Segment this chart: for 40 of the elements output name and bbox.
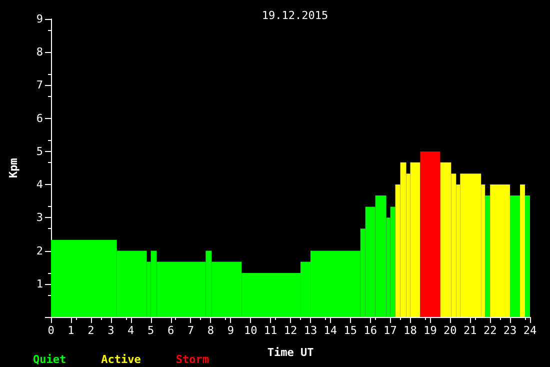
x-tick-label: 10 xyxy=(244,324,258,337)
y-tick-label: 6 xyxy=(36,112,43,125)
x-tick-label: 6 xyxy=(167,324,174,337)
x-tick-label: 3 xyxy=(108,324,114,337)
text: Quiet xyxy=(33,353,66,366)
y-tick-label: 8 xyxy=(36,46,43,59)
chart-title: 19.12.2015 xyxy=(262,9,328,22)
x-tick-label: 21 xyxy=(464,324,477,337)
x-tick-label: 19 xyxy=(424,324,437,337)
x-tick-label: 22 xyxy=(483,324,497,337)
y-tick-label: 7 xyxy=(36,78,43,92)
x-tick-label: 17 xyxy=(384,324,397,337)
y-tick-label: 9 xyxy=(36,12,43,26)
x-tick-label: 24 xyxy=(523,324,537,337)
x-tick-label: 12 xyxy=(284,324,298,337)
x-tick-label: 9 xyxy=(227,324,234,337)
y-tick-label: 2 xyxy=(36,244,43,258)
x-tick-label: 7 xyxy=(187,324,194,337)
text: Active xyxy=(101,353,142,366)
x-tick-label: 0 xyxy=(48,324,54,337)
x-tick-label: 20 xyxy=(444,324,457,337)
text: Storm xyxy=(176,353,210,366)
x-tick-label: 8 xyxy=(207,324,214,337)
y-tick-label: 4 xyxy=(36,178,44,192)
x-tick-label: 2 xyxy=(88,324,94,337)
x-tick-label: 16 xyxy=(364,324,377,337)
x-tick-label: 11 xyxy=(264,324,278,337)
y-tick-label: 3 xyxy=(36,211,43,224)
x-tick-label: 18 xyxy=(404,324,417,337)
x-tick-label: 14 xyxy=(324,324,338,337)
x-tick-label: 23 xyxy=(503,324,517,337)
x-tick-label: 15 xyxy=(344,324,357,337)
x-tick-label: 13 xyxy=(304,324,318,337)
x-tick-label: 4 xyxy=(128,324,135,337)
y-tick-label: 1 xyxy=(36,277,43,290)
y-tick-label: 5 xyxy=(36,144,43,158)
x-axis-title: Time UT xyxy=(267,346,314,359)
x-tick-label: 1 xyxy=(68,324,74,337)
x-tick-label: 5 xyxy=(147,324,154,337)
y-axis-title: Kpm xyxy=(7,158,20,178)
